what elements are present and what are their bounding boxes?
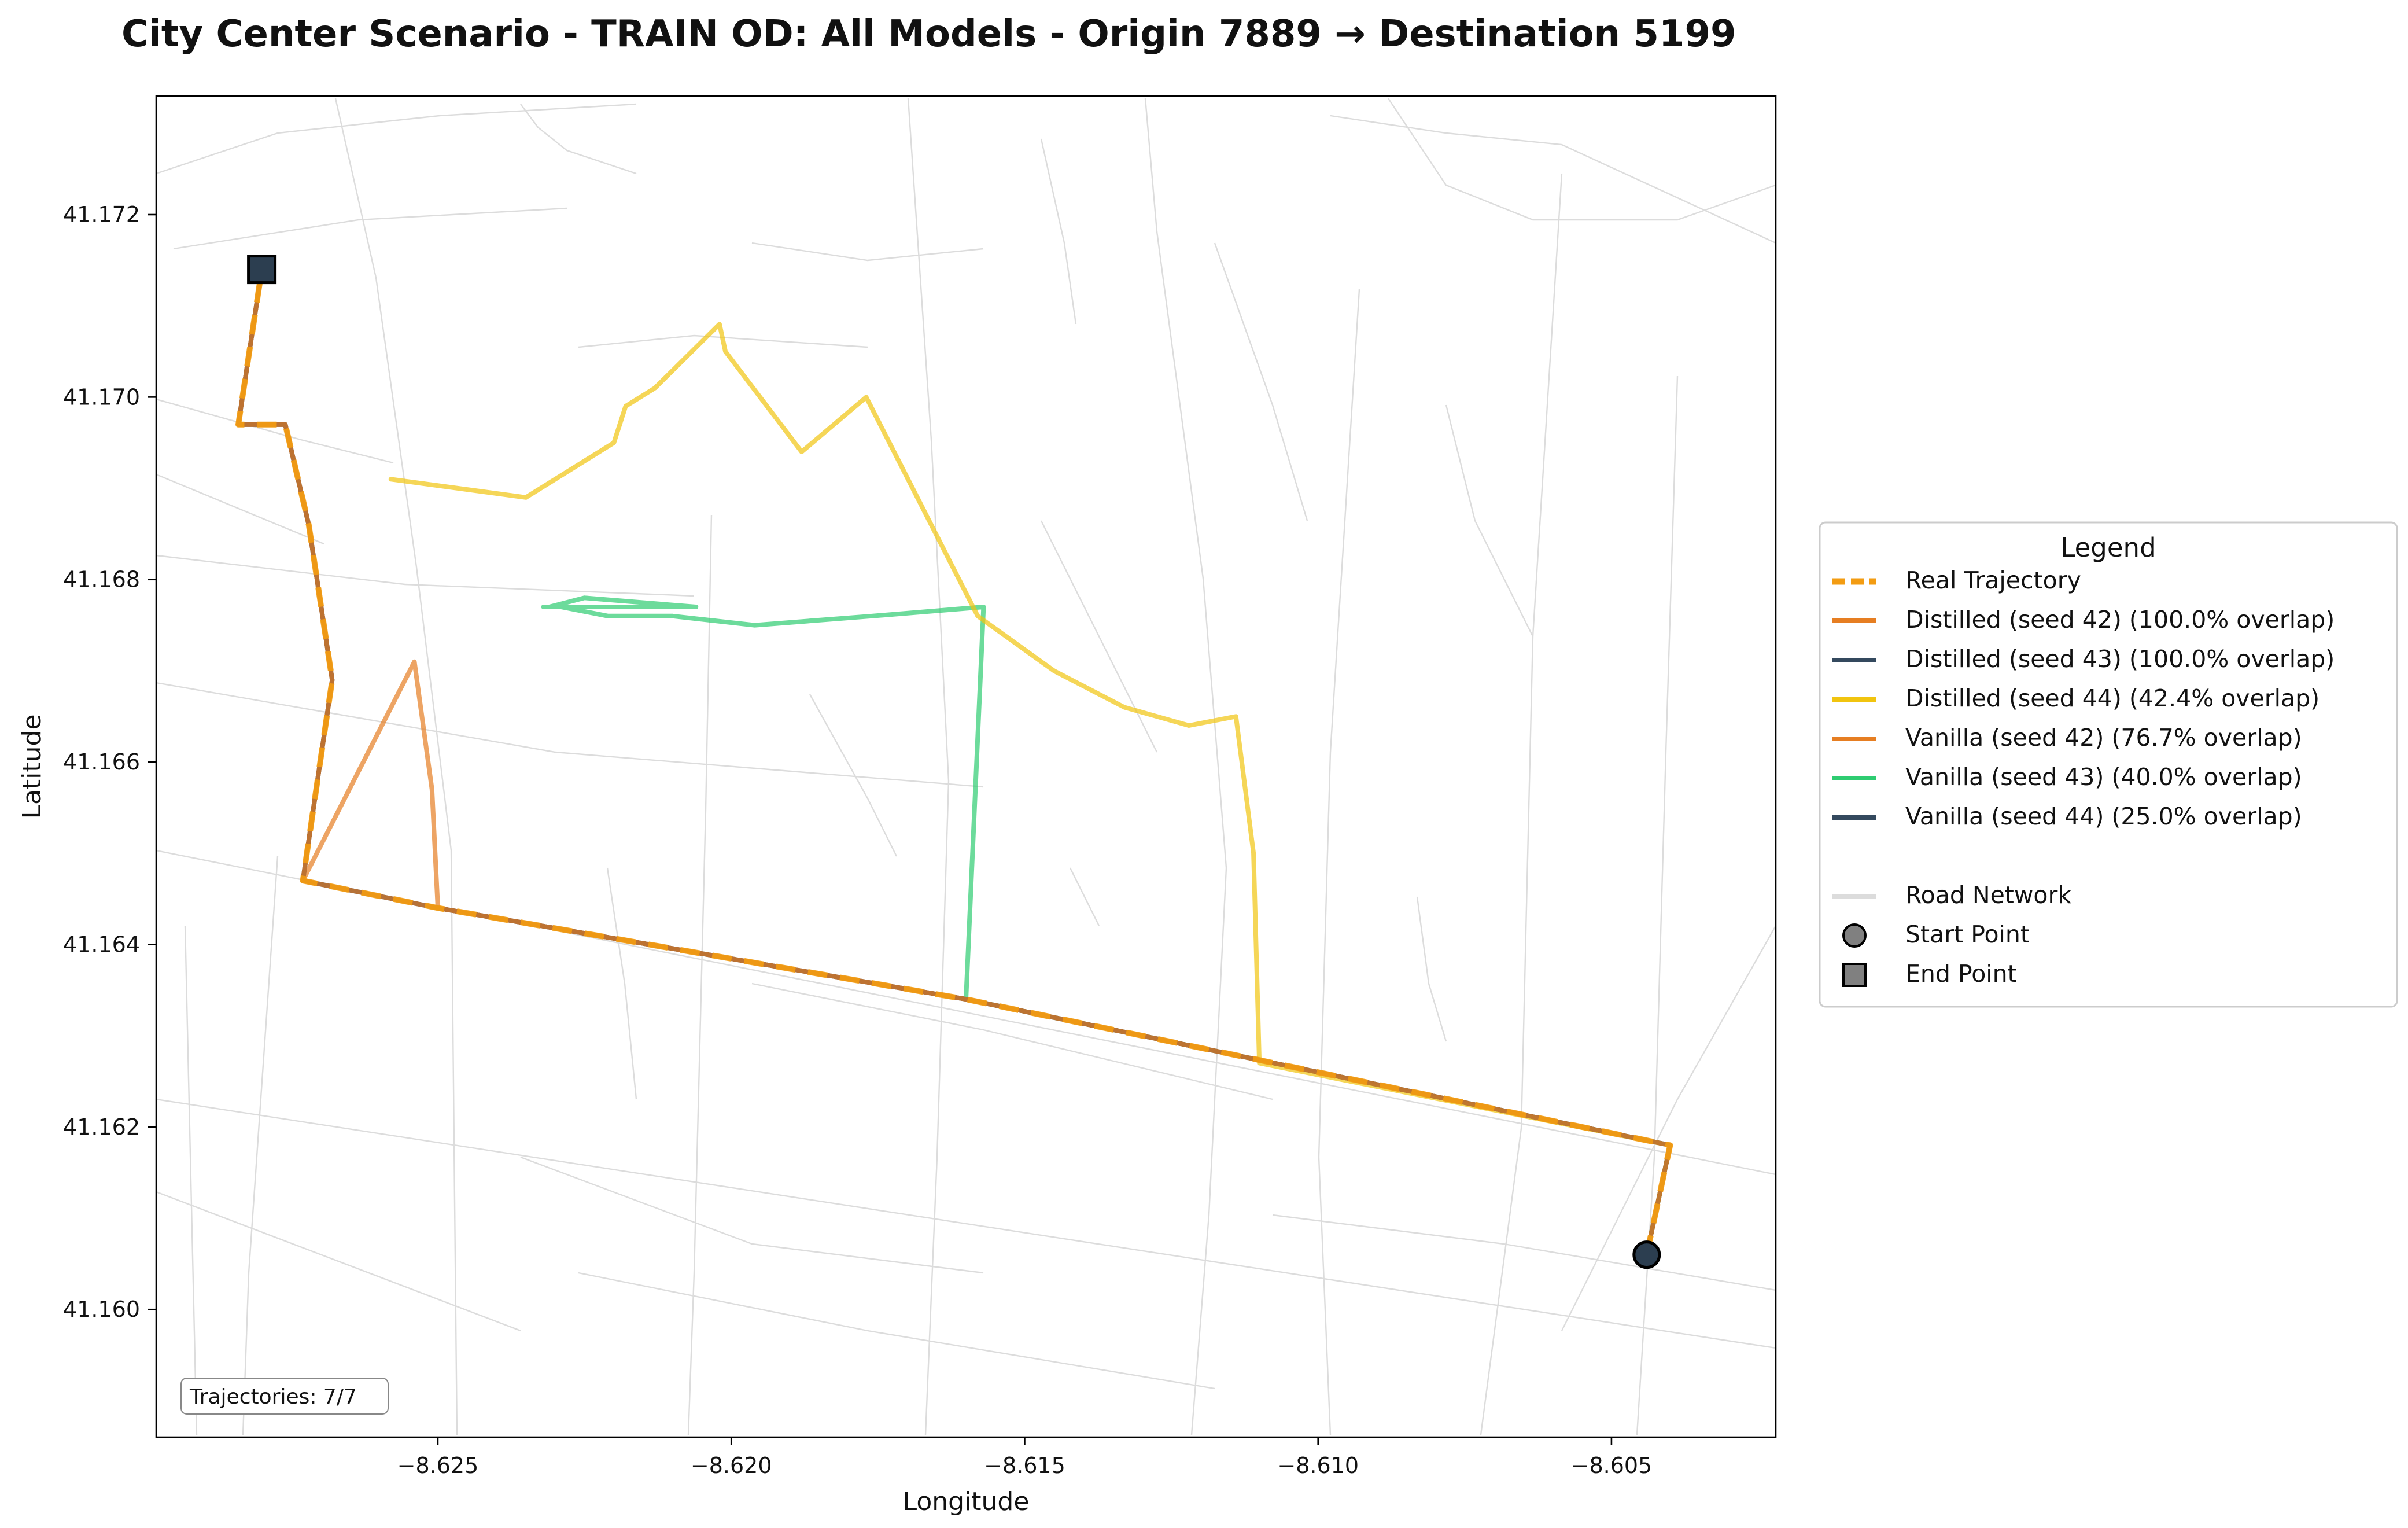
legend-item-vanilla-seed-42-76-7-overlap: Vanilla (seed 42) (76.7% overlap) [1832, 724, 2302, 752]
road-segment [1272, 1214, 1776, 1291]
legend-item-distilled-seed-44-42-4-overlap: Distilled (seed 44) (42.4% overlap) [1832, 684, 2320, 712]
road-segment [751, 242, 984, 262]
series-line-real-trajectory [235, 268, 1673, 1255]
road-segment [156, 473, 324, 545]
legend-label: End Point [1905, 960, 2017, 988]
road-segment [1069, 867, 1100, 926]
series-line-vanilla-seed-43-40-0-overlap [541, 595, 1673, 1257]
y-tick-label: 41.160 [63, 1297, 140, 1322]
chart-title: City Center Scenario - TRAIN OD: All Mod… [121, 13, 1736, 56]
end-point-marker [247, 255, 277, 285]
legend-label: Distilled (seed 44) (42.4% overlap) [1905, 684, 2320, 712]
x-axis-ticks: −8.625 −8.620 −8.615 −8.610 −8.605 [397, 1437, 1653, 1478]
road-segment [242, 856, 279, 1435]
trajectory-count-annotation: Trajectories: 7/7 [180, 1378, 389, 1415]
road-segment [173, 207, 567, 250]
road-segment [334, 98, 458, 1435]
legend-item-end-point: End Point [1842, 960, 2017, 988]
legend-item-road-network: Road Network [1832, 881, 2071, 909]
plot-frame [155, 95, 1777, 1438]
legend-label: Vanilla (seed 42) (76.7% overlap) [1905, 724, 2302, 752]
road-segment [1416, 896, 1447, 1042]
x-axis-label: Longitude [903, 1487, 1030, 1516]
series-line-distilled-seed-44-42-4-overlap [388, 322, 1673, 1257]
road-segment [184, 925, 198, 1435]
road-segment [156, 554, 695, 597]
road-segment [1480, 173, 1563, 1435]
legend: Legend Real Trajectory Distilled (seed 42… [1819, 521, 2398, 1008]
road-segment [578, 1272, 1215, 1390]
y-axis-ticks: 41.160 41.162 41.164 41.166 41.168 41.170 41.1… [63, 202, 156, 1322]
road-segment [156, 398, 394, 464]
x-tick-label: −8.625 [397, 1453, 479, 1478]
x-tick-label: −8.610 [1277, 1453, 1359, 1478]
road-segment [520, 1156, 984, 1274]
road-segment [687, 514, 713, 1435]
y-tick-label: 41.168 [63, 567, 140, 592]
y-tick-label: 41.166 [63, 749, 140, 775]
road-segment [1445, 404, 1534, 637]
road-segment [1636, 375, 1679, 1435]
start-point-marker [1632, 1240, 1661, 1269]
x-tick-label: −8.605 [1571, 1453, 1653, 1478]
legend-label: Vanilla (seed 44) (25.0% overlap) [1905, 802, 2302, 830]
legend-label: Real Trajectory [1905, 566, 2081, 594]
road-segment [751, 982, 1273, 1100]
legend-title: Legend [2060, 532, 2156, 563]
road-segment [156, 1098, 1776, 1349]
y-tick-label: 41.164 [63, 931, 140, 957]
marker-layer [247, 255, 1661, 1269]
legend-item-real-trajectory: Real Trajectory [1832, 566, 2081, 594]
x-tick-label: −8.615 [984, 1453, 1065, 1478]
y-axis-label: Latitude [17, 714, 47, 819]
trajectory-count-text: Trajectories: 7/7 [189, 1385, 357, 1409]
legend-swatch [1842, 963, 1867, 987]
legend-label: Road Network [1905, 881, 2071, 909]
y-tick-label: 41.172 [63, 202, 140, 227]
road-segment [1214, 242, 1308, 521]
road-segment [1040, 520, 1158, 753]
road-segment [606, 867, 637, 1100]
legend-label: Start Point [1905, 921, 2030, 948]
y-tick-label: 41.170 [63, 384, 140, 410]
y-tick-label: 41.162 [63, 1114, 140, 1140]
x-tick-label: −8.620 [691, 1453, 772, 1478]
trajectory-layer [235, 267, 1673, 1257]
road-segment [809, 694, 898, 857]
legend-frame [1819, 521, 2398, 1008]
road-segment [578, 334, 868, 348]
legend-item-vanilla-seed-44-25-0-overlap: Vanilla (seed 44) (25.0% overlap) [1832, 802, 2302, 830]
road-segment [907, 98, 950, 1435]
road-segment [520, 104, 637, 175]
legend-item-distilled-seed-43-100-0-overlap: Distilled (seed 43) (100.0% overlap) [1832, 645, 2335, 673]
road-network [156, 98, 1776, 1435]
legend-label: Distilled (seed 43) (100.0% overlap) [1905, 645, 2335, 673]
road-segment [156, 682, 984, 788]
legend-item-start-point: Start Point [1842, 921, 2030, 948]
road-segment [1388, 98, 1776, 221]
legend-label: Distilled (seed 42) (100.0% overlap) [1905, 606, 2335, 634]
legend-label: Vanilla (seed 43) (40.0% overlap) [1905, 763, 2302, 791]
road-segment [1330, 115, 1776, 244]
legend-entries: Real Trajectory Distilled (seed 42) (100.… [1832, 566, 2335, 988]
road-segment [1144, 98, 1227, 1435]
road-segment [1561, 925, 1776, 1331]
legend-item-vanilla-seed-43-40-0-overlap: Vanilla (seed 43) (40.0% overlap) [1832, 763, 2302, 791]
legend-swatch [1842, 923, 1867, 948]
road-segment [156, 1191, 521, 1332]
legend-item-distilled-seed-42-100-0-overlap: Distilled (seed 42) (100.0% overlap) [1832, 606, 2335, 634]
road-segment [1040, 138, 1077, 325]
road-segment [156, 103, 637, 175]
road-segment [1318, 289, 1360, 1435]
